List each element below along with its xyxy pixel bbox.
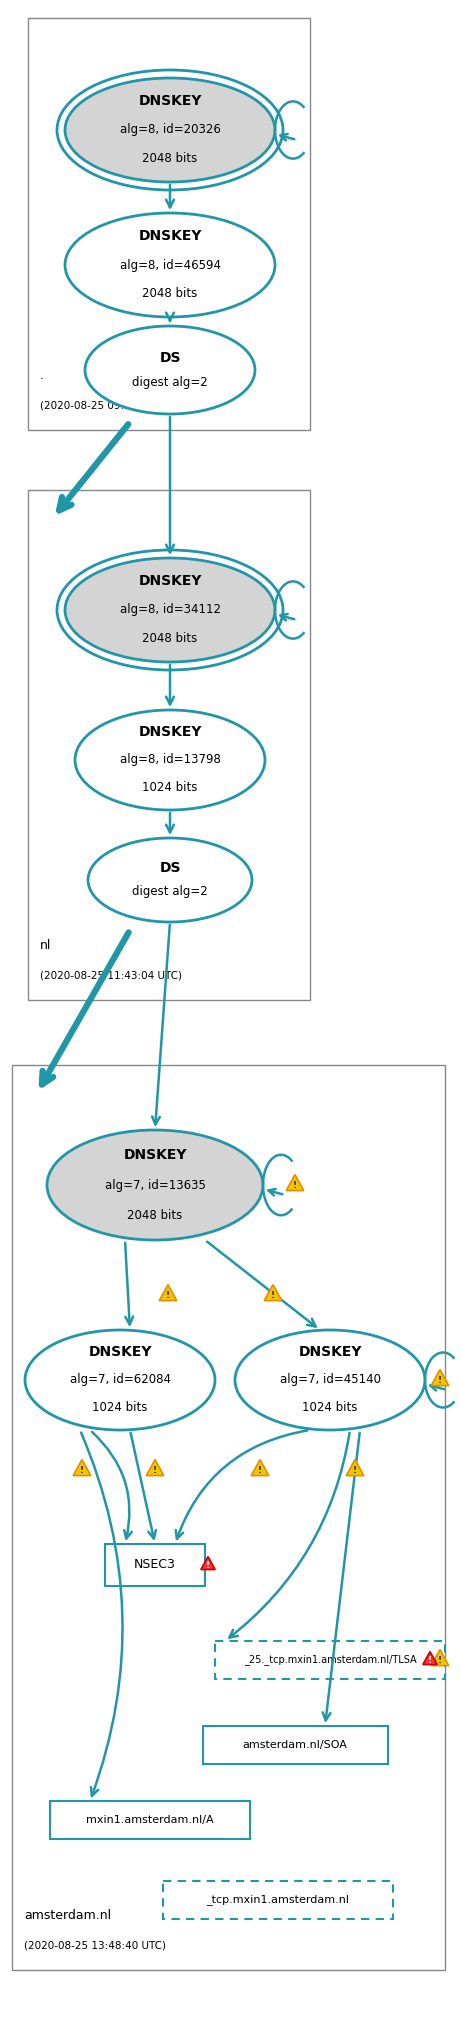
- Text: !: !: [353, 1466, 357, 1476]
- Text: !: !: [438, 1656, 442, 1665]
- Text: !: !: [271, 1292, 275, 1300]
- Text: !: !: [166, 1292, 170, 1300]
- Text: 1024 bits: 1024 bits: [142, 782, 198, 794]
- Text: DS: DS: [159, 350, 181, 364]
- Text: 1024 bits: 1024 bits: [92, 1401, 148, 1413]
- Bar: [215, 1640, 445, 1679]
- Text: DNSKEY: DNSKEY: [138, 725, 202, 739]
- Text: mxin1.amsterdam.nl/A: mxin1.amsterdam.nl/A: [86, 1814, 214, 1825]
- Ellipse shape: [47, 1130, 263, 1239]
- Text: amsterdam.nl: amsterdam.nl: [24, 1910, 111, 1922]
- Ellipse shape: [65, 79, 275, 182]
- Text: _25._tcp.mxin1.amsterdam.nl/TLSA: _25._tcp.mxin1.amsterdam.nl/TLSA: [244, 1654, 416, 1665]
- Text: amsterdam.nl/SOA: amsterdam.nl/SOA: [242, 1739, 348, 1750]
- Text: !: !: [206, 1561, 210, 1569]
- Polygon shape: [423, 1652, 437, 1665]
- Text: (2020-08-25 13:48:40 UTC): (2020-08-25 13:48:40 UTC): [24, 1940, 166, 1950]
- Polygon shape: [146, 1460, 164, 1476]
- Text: 1024 bits: 1024 bits: [302, 1401, 358, 1413]
- Text: _tcp.mxin1.amsterdam.nl: _tcp.mxin1.amsterdam.nl: [207, 1895, 349, 1906]
- Ellipse shape: [88, 838, 252, 921]
- Text: digest alg=2: digest alg=2: [132, 885, 208, 897]
- Text: alg=7, id=62084: alg=7, id=62084: [70, 1373, 171, 1387]
- Text: DNSKEY: DNSKEY: [123, 1148, 187, 1162]
- Ellipse shape: [65, 213, 275, 318]
- Polygon shape: [431, 1650, 449, 1667]
- Ellipse shape: [75, 711, 265, 810]
- Text: alg=8, id=20326: alg=8, id=20326: [119, 124, 220, 136]
- Text: DNSKEY: DNSKEY: [138, 229, 202, 243]
- Text: !: !: [438, 1377, 442, 1385]
- Bar: [105, 1543, 205, 1586]
- Bar: [12, 1065, 445, 1970]
- Bar: [163, 1881, 393, 1920]
- Bar: [50, 1800, 250, 1839]
- Text: 2048 bits: 2048 bits: [127, 1209, 183, 1221]
- Text: !: !: [153, 1466, 157, 1476]
- Polygon shape: [346, 1460, 364, 1476]
- Ellipse shape: [85, 326, 255, 413]
- Polygon shape: [159, 1284, 177, 1300]
- Text: DNSKEY: DNSKEY: [298, 1345, 362, 1359]
- Bar: [202, 1725, 388, 1764]
- Text: DNSKEY: DNSKEY: [138, 575, 202, 589]
- Text: DNSKEY: DNSKEY: [138, 95, 202, 109]
- Text: (2020-08-25 11:43:04 UTC): (2020-08-25 11:43:04 UTC): [40, 970, 182, 980]
- Text: 2048 bits: 2048 bits: [142, 288, 198, 300]
- Text: 2048 bits: 2048 bits: [142, 632, 198, 646]
- Text: !: !: [293, 1181, 297, 1191]
- Polygon shape: [73, 1460, 91, 1476]
- Polygon shape: [201, 1557, 215, 1569]
- Text: !: !: [428, 1656, 432, 1665]
- Text: 2048 bits: 2048 bits: [142, 152, 198, 166]
- Polygon shape: [264, 1284, 282, 1300]
- Text: !: !: [258, 1466, 262, 1476]
- Text: .: .: [40, 369, 44, 383]
- Text: DS: DS: [159, 861, 181, 875]
- Text: alg=7, id=45140: alg=7, id=45140: [279, 1373, 380, 1387]
- Text: nl: nl: [40, 940, 51, 952]
- Bar: [28, 18, 310, 429]
- Polygon shape: [286, 1174, 304, 1191]
- Text: !: !: [80, 1466, 84, 1476]
- Text: alg=8, id=34112: alg=8, id=34112: [119, 603, 220, 616]
- Text: DNSKEY: DNSKEY: [88, 1345, 152, 1359]
- Ellipse shape: [25, 1330, 215, 1430]
- Text: alg=8, id=13798: alg=8, id=13798: [119, 753, 220, 767]
- Text: NSEC3: NSEC3: [134, 1559, 176, 1571]
- Bar: [28, 490, 310, 1000]
- Ellipse shape: [65, 559, 275, 662]
- Polygon shape: [251, 1460, 269, 1476]
- Text: digest alg=2: digest alg=2: [132, 375, 208, 389]
- Polygon shape: [431, 1369, 449, 1385]
- Ellipse shape: [235, 1330, 425, 1430]
- Text: alg=7, id=13635: alg=7, id=13635: [105, 1179, 206, 1191]
- Text: alg=8, id=46594: alg=8, id=46594: [119, 259, 220, 271]
- Text: (2020-08-25 09:59:38 UTC): (2020-08-25 09:59:38 UTC): [40, 401, 182, 409]
